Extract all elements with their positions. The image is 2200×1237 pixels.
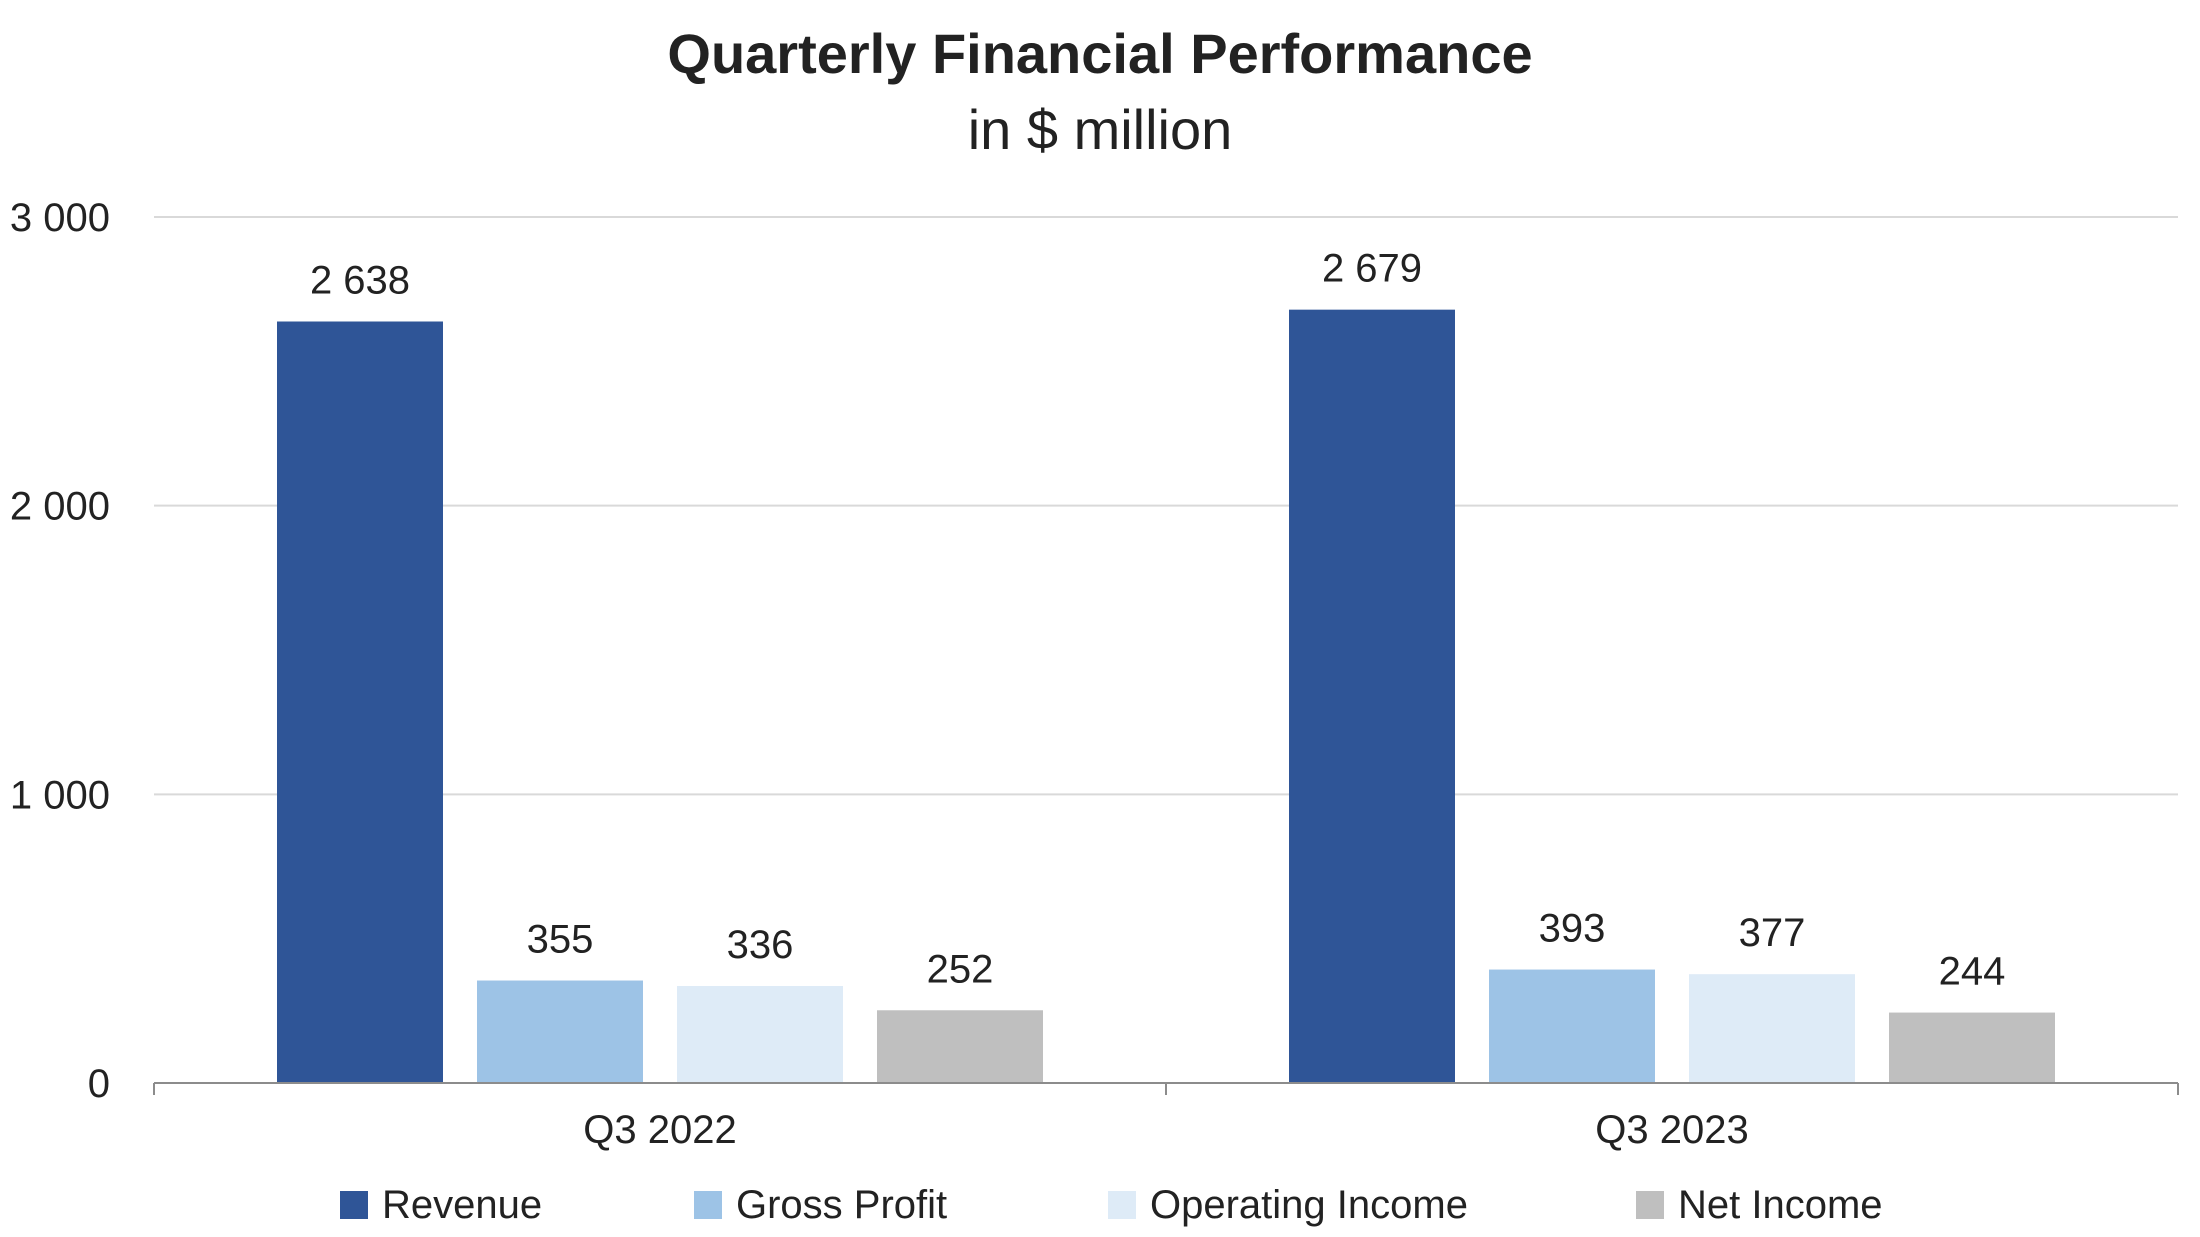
chart-title: Quarterly Financial Performance [667, 22, 1533, 85]
bars [277, 309, 2055, 1084]
data-label: 336 [727, 923, 794, 967]
y-axis-ticks: 0 1 000 2 000 3 000 [10, 196, 110, 1106]
bar [277, 321, 443, 1084]
legend-swatch [340, 1191, 368, 1219]
legend-label: Gross Profit [736, 1182, 948, 1227]
y-tick-label: 0 [88, 1062, 110, 1106]
legend-label: Net Income [1678, 1182, 1883, 1227]
x-tick-label: Q3 2022 [583, 1108, 736, 1152]
y-tick-label: 1 000 [10, 773, 110, 817]
bar [677, 986, 843, 1083]
legend-item: Operating Income [1108, 1175, 1468, 1235]
legend: Revenue Gross Profit Operating Income Net I… [0, 1175, 2200, 1235]
bar [1889, 1012, 2055, 1083]
x-axis: Q3 2022 Q3 2023 [153, 1082, 2179, 1152]
x-tick-label: Q3 2023 [1595, 1108, 1748, 1152]
bar [1689, 974, 1855, 1083]
data-label: 393 [1539, 907, 1606, 951]
legend-swatch [1108, 1191, 1136, 1219]
data-label: 244 [1939, 950, 2006, 994]
data-label: 252 [927, 947, 994, 991]
y-tick-label: 2 000 [10, 485, 110, 529]
legend-item: Net Income [1636, 1175, 1883, 1235]
legend-item: Revenue [340, 1175, 542, 1235]
data-label: 2 638 [310, 258, 410, 302]
legend-label: Revenue [382, 1182, 543, 1227]
data-label: 355 [527, 918, 594, 962]
data-labels: 2 638 355 336 252 2 679 393 377 244 [310, 247, 2005, 994]
legend-item: Gross Profit [694, 1175, 947, 1235]
legend-swatch [1636, 1191, 1664, 1219]
title-block: Quarterly Financial Performance in $ mil… [0, 18, 2200, 170]
bar [477, 980, 643, 1083]
y-tick-label: 3 000 [10, 196, 110, 240]
chart-subtitle: in $ million [967, 98, 1233, 161]
legend-label: Operating Income [1150, 1182, 1468, 1227]
bar [1289, 309, 1455, 1083]
legend-swatch [694, 1191, 722, 1219]
gridlines [154, 216, 2178, 796]
data-label: 2 679 [1322, 247, 1422, 291]
bar [877, 1010, 1043, 1083]
data-label: 377 [1739, 911, 1806, 955]
bar [1489, 969, 1655, 1083]
